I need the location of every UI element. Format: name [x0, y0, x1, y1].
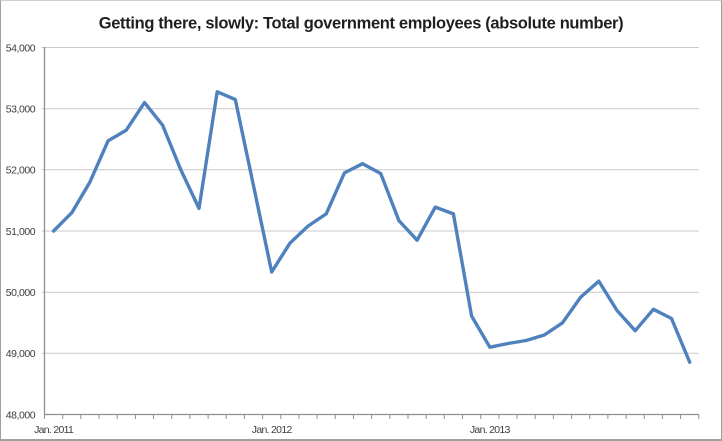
svg-text:51,000: 51,000 — [6, 226, 36, 238]
svg-text:54,000: 54,000 — [6, 42, 36, 54]
svg-text:Jan. 2013: Jan. 2013 — [470, 424, 511, 436]
svg-text:48,000: 48,000 — [6, 409, 36, 421]
svg-text:Jan. 2012: Jan. 2012 — [252, 424, 293, 436]
svg-text:Getting there, slowly: Total g: Getting there, slowly: Total government … — [99, 15, 624, 33]
svg-text:50,000: 50,000 — [6, 287, 36, 299]
svg-text:53,000: 53,000 — [6, 104, 36, 116]
svg-text:49,000: 49,000 — [6, 348, 36, 360]
svg-text:52,000: 52,000 — [6, 165, 36, 177]
svg-text:Jan. 2011: Jan. 2011 — [34, 424, 74, 436]
